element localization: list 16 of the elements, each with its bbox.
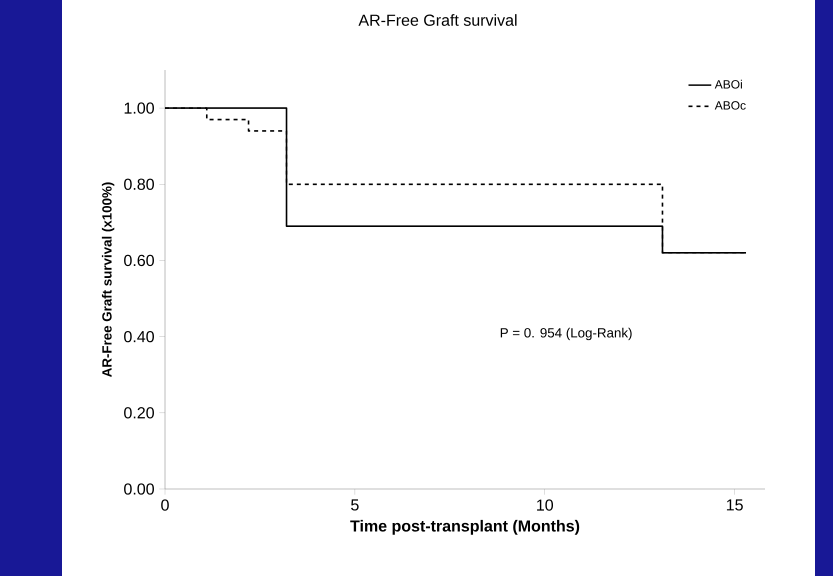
y-tick-label: 0.60 <box>124 254 154 266</box>
x-axis-title: Time post-transplant (Months) <box>350 520 580 535</box>
x-tick-label: 5 <box>351 499 359 511</box>
x-tick-label: 10 <box>537 499 554 511</box>
annotation: P = 0. 954 (Log-Rank) <box>500 328 632 340</box>
legend-label: ABOc <box>714 101 746 110</box>
chart-title: AR-Free Graft survival <box>358 14 516 26</box>
x-tick-label: 0 <box>161 499 169 511</box>
legend-label: ABOi <box>714 80 742 89</box>
y-tick-label: 0.00 <box>124 483 154 495</box>
y-tick-label: 0.40 <box>124 330 154 342</box>
y-axis-title: AR-Free Graft survival (x100%) <box>102 182 114 377</box>
y-tick-label: 0.80 <box>124 178 154 190</box>
y-tick-label: 0.20 <box>124 407 154 418</box>
y-tick-label: 1.00 <box>124 102 154 114</box>
x-tick-label: 15 <box>726 499 743 511</box>
